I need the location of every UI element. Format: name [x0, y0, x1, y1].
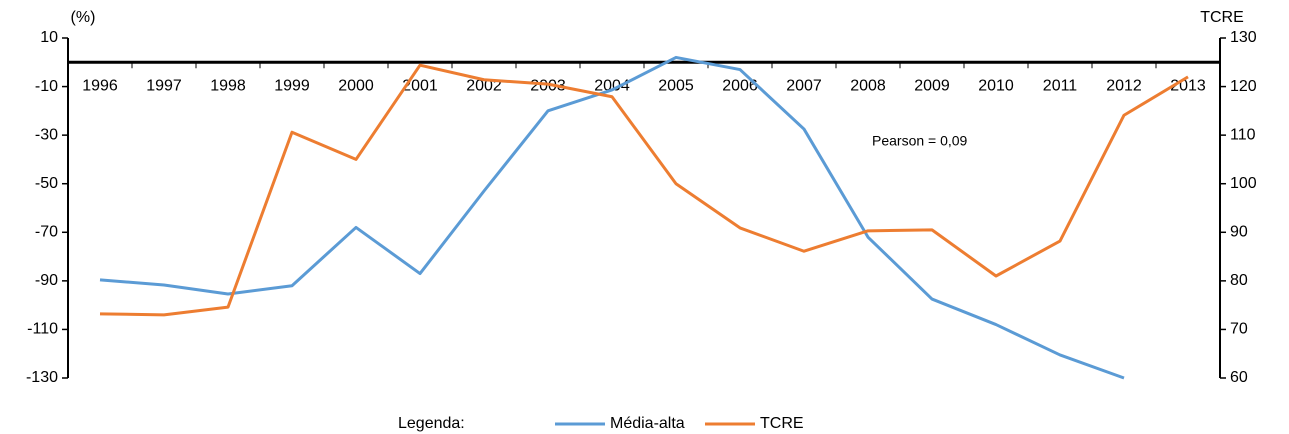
y2-tick-label: 110 — [1230, 126, 1256, 143]
x-tick-label: 1998 — [210, 78, 246, 95]
legend-label: Média-alta — [610, 415, 685, 432]
x-tick-label: 1996 — [82, 78, 118, 95]
x-tick-label: 1999 — [274, 78, 310, 95]
y2-axis-label: TCRE — [1200, 9, 1244, 26]
y2-tick-label: 60 — [1230, 369, 1248, 386]
x-tick-label: 2012 — [1106, 78, 1142, 95]
y2-tick-label: 70 — [1230, 321, 1248, 338]
y-tick-label: -130 — [26, 369, 58, 386]
y-tick-label: -110 — [27, 321, 58, 338]
legend-label: TCRE — [760, 415, 804, 432]
y-tick-label: -50 — [35, 175, 58, 192]
x-tick-label: 2006 — [722, 78, 758, 95]
series-line — [99, 55, 1125, 380]
y-tick-label: -10 — [35, 78, 58, 95]
y-tick-label: -70 — [35, 224, 58, 241]
x-tick-label: 2011 — [1043, 78, 1078, 95]
x-tick-label: 2003 — [530, 78, 566, 95]
x-tick-label: 2000 — [338, 78, 374, 95]
y-tick-label: -90 — [35, 272, 58, 289]
y-axis-label: (%) — [71, 9, 96, 26]
x-tick-label: 1997 — [146, 78, 182, 95]
y2-tick-label: 100 — [1230, 175, 1257, 192]
y-tick-label: 10 — [40, 29, 58, 46]
y2-tick-label: 130 — [1230, 29, 1257, 46]
x-tick-label: 2008 — [850, 78, 886, 95]
x-tick-label: 2001 — [402, 78, 438, 95]
x-tick-label: 2009 — [914, 78, 950, 95]
annotation: Pearson = 0,09 — [872, 133, 968, 149]
y2-tick-label: 120 — [1230, 78, 1257, 95]
x-tick-label: 2004 — [594, 78, 630, 95]
legend-title: Legenda: — [398, 415, 465, 432]
series-line — [99, 63, 1189, 317]
x-tick-label: 2010 — [978, 78, 1014, 95]
y2-tick-label: 90 — [1230, 224, 1248, 241]
y-tick-label: -30 — [35, 126, 58, 143]
y2-tick-label: 80 — [1230, 272, 1248, 289]
x-tick-label: 2005 — [658, 78, 694, 95]
x-tick-label: 2007 — [786, 78, 822, 95]
